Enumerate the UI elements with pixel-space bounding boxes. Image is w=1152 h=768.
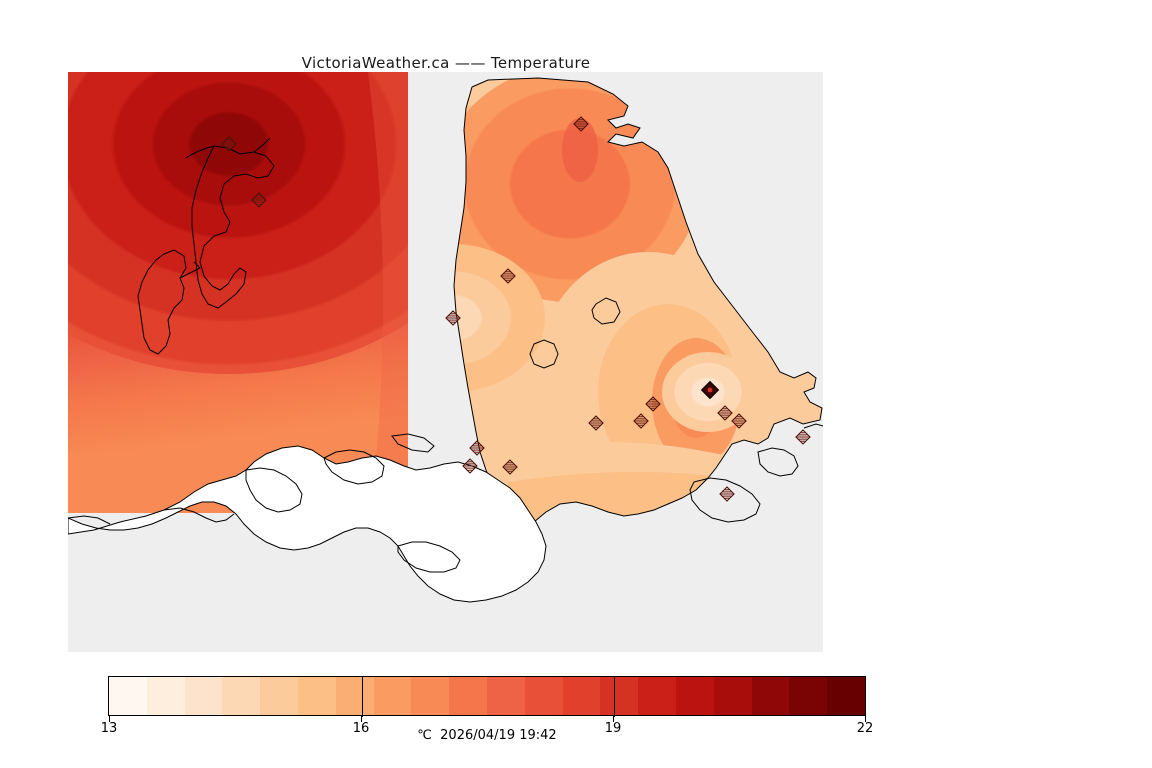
station-marker-island-west[interactable]	[469, 440, 485, 456]
southern-inlet-3	[397, 541, 461, 573]
station-marker-saanich[interactable]	[588, 415, 604, 431]
station-marker-cape-east[interactable]	[795, 429, 811, 445]
inland-lake-2	[591, 297, 621, 325]
island-outline-nw	[191, 145, 275, 309]
colorbar-ticklabel-16: 16	[352, 721, 370, 736]
station-marker-inner-harbour-core	[707, 387, 713, 393]
island-spur-nw	[185, 145, 215, 159]
coastline-outlines	[68, 77, 823, 603]
colorbar-swatch-2	[184, 677, 223, 715]
colorbar-swatch-17	[751, 677, 790, 715]
southern-inner-coast-1	[163, 507, 235, 523]
station-marker-nw-inlet[interactable]	[251, 192, 267, 208]
colorbar-tickmark-19	[613, 716, 614, 722]
temperature-contour-map[interactable]	[68, 72, 823, 652]
station-marker-island-west2[interactable]	[462, 458, 478, 474]
southern-inlet-1	[245, 467, 303, 513]
colorbar-swatch-19	[827, 677, 865, 715]
station-marker-peninsula-north[interactable]	[645, 396, 661, 412]
colorbar-ticks: 13 16 19 22	[101, 716, 873, 738]
colorbar-swatch-5	[297, 677, 336, 715]
colorbar-tickmark-16	[361, 716, 362, 722]
colorbar-swatch-4	[260, 677, 298, 715]
island-spur-nw-lower	[179, 261, 201, 279]
colorbar-caption: ℃ 2026/04/19 19:42	[417, 728, 557, 743]
station-marker-central-cool[interactable]	[445, 310, 461, 326]
colorbar-tickmark-22	[865, 716, 866, 722]
colorbar-track[interactable]	[108, 676, 866, 717]
station-marker-south-point[interactable]	[719, 486, 735, 502]
station-marker-peninsula-east2[interactable]	[731, 413, 747, 429]
colorbar-swatch-8	[411, 677, 450, 715]
southern-inner-coast-2	[68, 515, 111, 525]
colorbar-ticklabel-22: 22	[856, 721, 874, 736]
island-spur-nw2	[253, 137, 271, 153]
colorbar-ticklabel-13: 13	[100, 721, 118, 736]
colorbar-swatch-11	[524, 677, 563, 715]
colorbar-swatch-7	[373, 677, 412, 715]
colorbar-swatch-9	[449, 677, 487, 715]
station-markers[interactable]	[221, 116, 811, 502]
station-marker-nw-hotspot[interactable]	[221, 136, 237, 152]
colorbar-swatch-16	[713, 677, 752, 715]
station-marker-strait[interactable]	[633, 413, 649, 429]
southern-island-east	[689, 477, 761, 523]
southern-inlet-2	[323, 449, 385, 485]
colorbar-swatch-3	[222, 677, 261, 715]
station-marker-southwest-coast[interactable]	[502, 459, 518, 475]
island-outline-nw-lower	[137, 249, 187, 355]
colorbar-swatch-0	[109, 677, 147, 715]
southern-coast-far-east	[803, 423, 823, 429]
colorbar-swatch-14	[638, 677, 676, 715]
colorbar-swatch-12	[562, 677, 601, 715]
colorbar-swatch-10	[486, 677, 525, 715]
inland-lake-1	[529, 339, 559, 369]
colorbar[interactable]: 13 16 19 22 ℃ 2026/04/19 19:42	[101, 676, 873, 748]
island-outline-sw	[391, 433, 435, 453]
southern-landmass-coastline	[68, 445, 547, 603]
colorbar-swatch-6	[335, 677, 374, 715]
station-marker-peninsula-east[interactable]	[717, 405, 733, 421]
page-title: VictoriaWeather.ca —— Temperature	[301, 54, 591, 72]
colorbar-swatch-1	[146, 677, 185, 715]
map-plot-area[interactable]	[68, 72, 823, 652]
colorbar-swatch-18	[789, 677, 828, 715]
colorbar-ticklabel-19: 19	[604, 721, 622, 736]
colorbar-divider-16	[362, 677, 363, 717]
mainland-coastline	[453, 77, 823, 523]
colorbar-divider-19	[614, 677, 615, 717]
station-marker-north-coast[interactable]	[573, 116, 589, 132]
colorbar-swatch-15	[675, 677, 714, 715]
southern-island-east2	[757, 447, 799, 477]
colorbar-tickmark-13	[109, 716, 110, 722]
station-marker-mid-channel[interactable]	[500, 268, 516, 284]
colorbar-swatch-13	[600, 677, 639, 715]
